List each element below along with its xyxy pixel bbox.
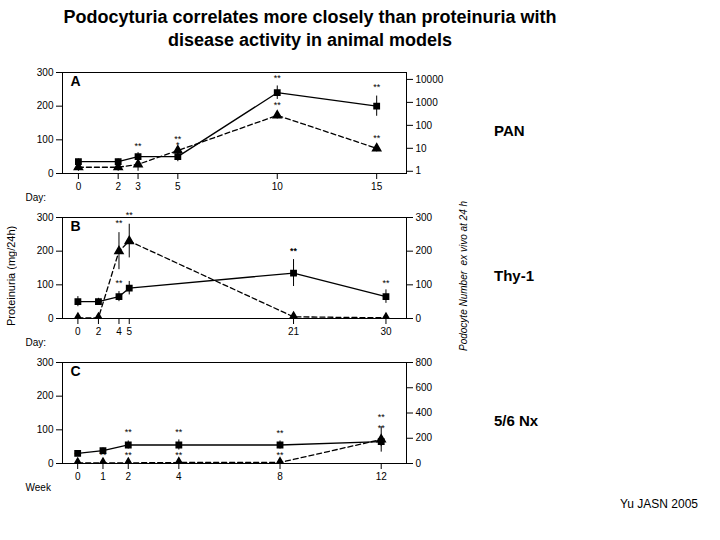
- svg-text:**: **: [274, 100, 282, 110]
- svg-text:**: **: [373, 133, 381, 143]
- svg-text:200: 200: [37, 100, 54, 111]
- svg-text:**: **: [74, 450, 82, 460]
- svg-text:300: 300: [37, 357, 54, 368]
- svg-text:B: B: [71, 218, 81, 234]
- svg-text:**: **: [135, 141, 143, 151]
- svg-text:8: 8: [277, 471, 283, 482]
- svg-text:**: **: [277, 450, 285, 460]
- svg-text:**: **: [290, 246, 298, 256]
- svg-text:**: **: [175, 427, 183, 437]
- svg-text:**: **: [174, 134, 182, 144]
- svg-text:1: 1: [416, 165, 422, 176]
- svg-text:10: 10: [416, 143, 428, 154]
- svg-text:**: **: [373, 82, 381, 92]
- svg-text:4: 4: [176, 471, 182, 482]
- html-text:Thy-1: Thy-1: [494, 267, 534, 284]
- html-text:Proteinuria (mg/24h): Proteinuria (mg/24h): [5, 225, 17, 326]
- svg-text:**: **: [382, 278, 390, 288]
- svg-text:300: 300: [37, 67, 54, 78]
- svg-text:5: 5: [126, 326, 132, 337]
- svg-text:100: 100: [37, 279, 54, 290]
- svg-text:100: 100: [37, 424, 54, 435]
- svg-text:15: 15: [371, 181, 383, 192]
- svg-text:30: 30: [380, 326, 392, 337]
- svg-text:100: 100: [416, 279, 433, 290]
- svg-text:0: 0: [416, 313, 422, 324]
- svg-text:Day:: Day:: [26, 192, 47, 203]
- svg-text:800: 800: [416, 357, 433, 368]
- html-text:5/6 Nx: 5/6 Nx: [494, 412, 539, 429]
- svg-text:**: **: [378, 412, 386, 422]
- svg-text:**: **: [125, 427, 133, 437]
- svg-text:0: 0: [48, 168, 54, 179]
- svg-text:400: 400: [416, 407, 433, 418]
- svg-text:**: **: [277, 428, 285, 438]
- svg-text:**: **: [115, 218, 123, 228]
- svg-text:0: 0: [75, 471, 81, 482]
- svg-text:1000: 1000: [416, 97, 439, 108]
- svg-text:0: 0: [48, 458, 54, 469]
- svg-text:0: 0: [48, 313, 54, 324]
- svg-text:10: 10: [272, 181, 284, 192]
- html-text:Podocyte Number ex vivo at 24: Podocyte Number ex vivo at 24 h: [457, 200, 469, 351]
- svg-text:5: 5: [175, 181, 181, 192]
- svg-text:300: 300: [37, 212, 54, 223]
- svg-text:Week: Week: [26, 482, 52, 493]
- svg-text:100: 100: [416, 120, 433, 131]
- svg-text:12: 12: [376, 471, 388, 482]
- svg-text:0: 0: [76, 181, 82, 192]
- html-text:Podocyturia correlates more cl: Podocyturia correlates more closely than…: [63, 7, 557, 50]
- svg-text:2: 2: [125, 471, 131, 482]
- svg-text:**: **: [290, 246, 298, 256]
- svg-text:C: C: [71, 363, 81, 379]
- svg-text:200: 200: [37, 245, 54, 256]
- svg-text:0: 0: [416, 458, 422, 469]
- svg-text:Day:: Day:: [26, 337, 47, 348]
- html-text:Yu JASN 2005: Yu JASN 2005: [619, 497, 698, 511]
- svg-text:1: 1: [100, 471, 106, 482]
- svg-text:2: 2: [115, 181, 121, 192]
- svg-text:**: **: [115, 278, 123, 288]
- svg-text:0: 0: [75, 326, 81, 337]
- svg-text:**: **: [126, 210, 134, 220]
- svg-text:**: **: [125, 450, 133, 460]
- svg-text:**: **: [175, 450, 183, 460]
- svg-text:21: 21: [288, 326, 300, 337]
- svg-text:300: 300: [416, 212, 433, 223]
- svg-text:100: 100: [37, 134, 54, 145]
- svg-text:2: 2: [96, 326, 102, 337]
- svg-text:600: 600: [416, 382, 433, 393]
- svg-text:**: **: [274, 73, 282, 83]
- svg-text:A: A: [71, 73, 81, 89]
- svg-text:200: 200: [416, 432, 433, 443]
- svg-text:200: 200: [416, 245, 433, 256]
- svg-text:**: **: [99, 450, 107, 460]
- svg-text:3: 3: [135, 181, 141, 192]
- html-text:PAN: PAN: [494, 122, 525, 139]
- svg-text:4: 4: [116, 326, 122, 337]
- svg-text:10000: 10000: [416, 74, 444, 85]
- svg-text:200: 200: [37, 390, 54, 401]
